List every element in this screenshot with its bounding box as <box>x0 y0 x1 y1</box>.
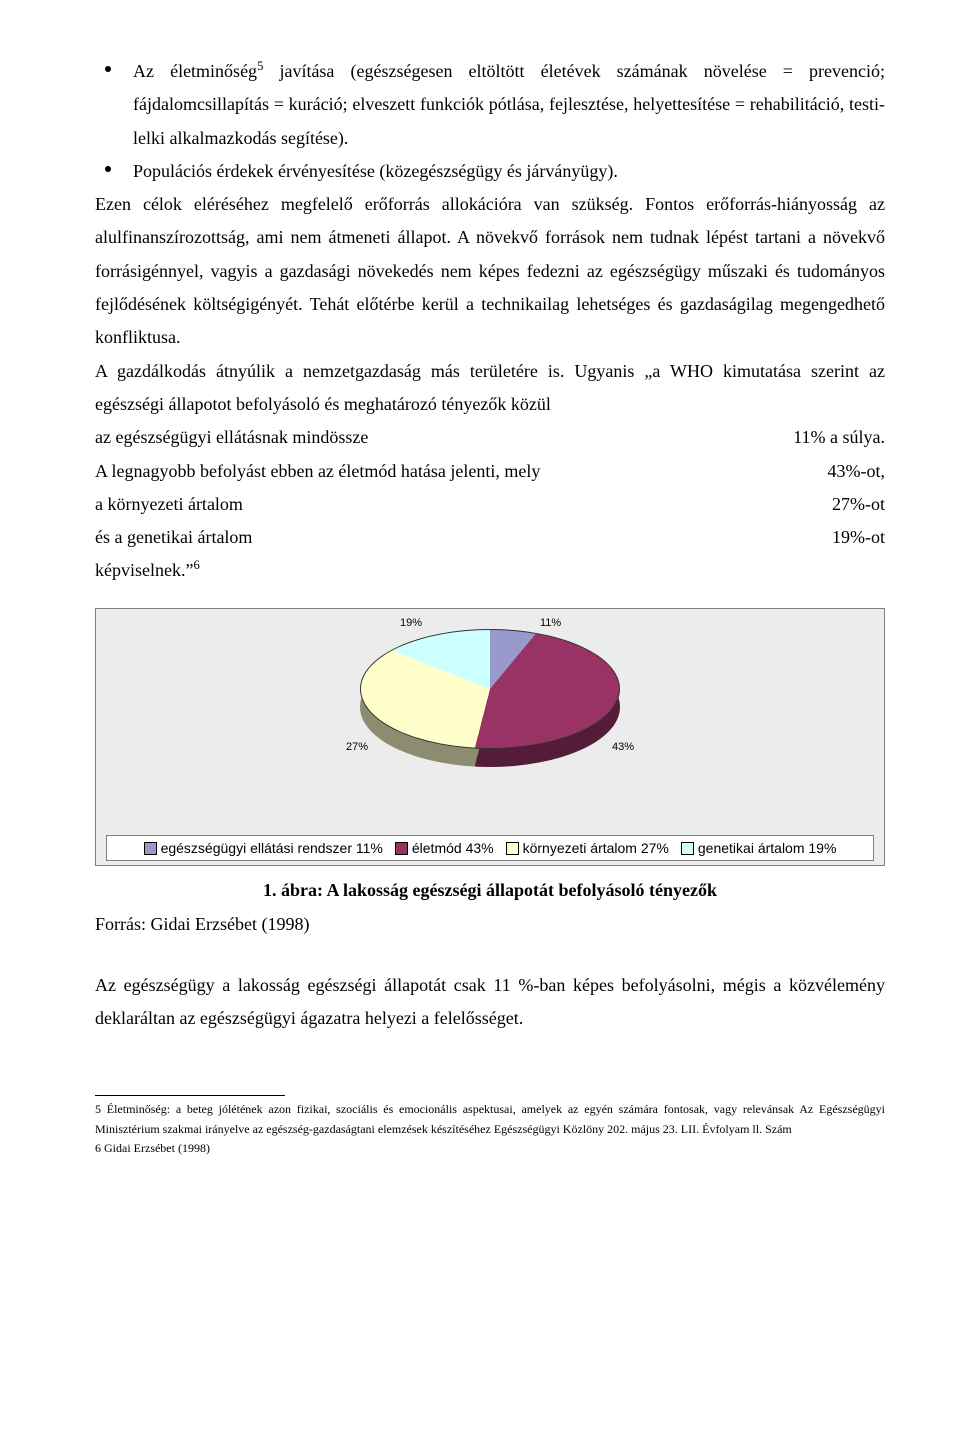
factor-row-4-label: és a genetikai ártalom <box>95 521 252 554</box>
factor-row-3: a környezeti ártalom 27%-ot <box>95 488 885 521</box>
legend-swatch-icon <box>144 842 157 855</box>
bullet-item-2: Populációs érdekek érvényesítése (közegé… <box>95 155 885 188</box>
legend-swatch-icon <box>395 842 408 855</box>
figure-source: Forrás: Gidai Erzsébet (1998) <box>95 908 885 941</box>
factor-row-4-value: 19%-ot <box>812 521 885 554</box>
chart-legend: egészségügyi ellátási rendszer 11% életmó… <box>106 835 874 861</box>
paragraph-2: A gazdálkodás átnyúlik a nemzetgazdaság … <box>95 355 885 422</box>
factor-row-4: és a genetikai ártalom 19%-ot <box>95 521 885 554</box>
factor-row-2-label: A legnagyobb befolyást ebben az életmód … <box>95 455 540 488</box>
legend-item-label: környezeti ártalom 27% <box>523 839 669 857</box>
factor-row-1-label: az egészségügyi ellátásnak mindössze <box>95 421 368 454</box>
footnote-separator <box>95 1095 285 1096</box>
factor-row-2-value: 43%-ot, <box>808 455 886 488</box>
legend-item-3: genetikai ártalom 19% <box>681 839 837 857</box>
bullet-item-1: Az életminőség5 javítása (egészségesen e… <box>95 55 885 155</box>
figure-caption: 1. ábra: A lakosság egészségi állapotát … <box>95 874 885 907</box>
legend-item-label: genetikai ártalom 19% <box>698 839 837 857</box>
legend-item-label: egészségügyi ellátási rendszer 11% <box>161 839 383 857</box>
pie-chart-container: 11%43%27%19% egészségügyi ellátási rends… <box>95 608 885 866</box>
factor-row-3-label: a környezeti ártalom <box>95 488 243 521</box>
legend-item-1: életmód 43% <box>395 839 494 857</box>
pie-3d-top <box>360 629 620 749</box>
factor-row-3-value: 27%-ot <box>812 488 885 521</box>
legend-item-2: környezeti ártalom 27% <box>506 839 669 857</box>
bullet-2-text: Populációs érdekek érvényesítése (közegé… <box>133 161 618 181</box>
factor-row-1-value: 11% a súlya. <box>773 421 885 454</box>
bullet-dot-icon <box>105 66 111 72</box>
pie-chart: 11%43%27%19% <box>360 619 620 789</box>
closing-line: képviselnek.”6 <box>95 554 885 587</box>
bullet-dot-icon <box>105 166 111 172</box>
legend-item-label: életmód 43% <box>412 839 494 857</box>
closing-text: képviselnek.” <box>95 560 193 580</box>
legend-item-0: egészségügyi ellátási rendszer 11% <box>144 839 383 857</box>
pie-slice-label-3: 19% <box>400 613 422 633</box>
legend-swatch-icon <box>681 842 694 855</box>
footnote-6: 6 Gidai Erzsébet (1998) <box>95 1139 885 1158</box>
paragraph-3: Az egészségügy a lakosság egészségi álla… <box>95 969 885 1036</box>
footnote-ref-6: 6 <box>193 558 199 572</box>
footnote-5: 5 Életminőség: a beteg jólétének azon fi… <box>95 1100 885 1138</box>
pie-slice-label-1: 43% <box>612 737 634 757</box>
paragraph-1: Ezen célok eléréséhez megfelelő erőforrá… <box>95 188 885 354</box>
pie-slice-label-0: 11% <box>540 613 561 633</box>
bullet-1-text-a: Az életminőség <box>133 61 257 81</box>
factor-row-1: az egészségügyi ellátásnak mindössze 11%… <box>95 421 885 454</box>
legend-swatch-icon <box>506 842 519 855</box>
factor-row-2: A legnagyobb befolyást ebben az életmód … <box>95 455 885 488</box>
pie-slice-label-2: 27% <box>346 737 368 757</box>
